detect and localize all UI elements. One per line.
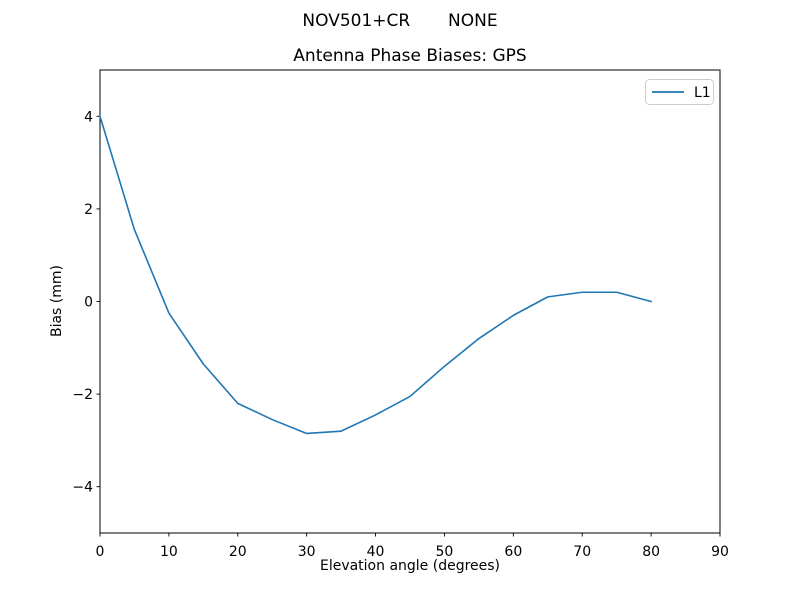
- y-tick-label: −4: [72, 480, 93, 496]
- x-axis-tick-labels: 0 10 20 30 40 50 60 70 80 90: [96, 544, 729, 560]
- axes-frame: [99, 69, 721, 534]
- line-series-l1: [99, 115, 652, 435]
- x-tick-label: 40: [367, 544, 385, 560]
- x-tick-label: 70: [573, 544, 591, 560]
- legend: L1: [645, 79, 714, 105]
- x-tick-label: 60: [504, 544, 522, 560]
- y-tick-label: 0: [84, 295, 93, 311]
- x-tick-label: 90: [711, 544, 729, 560]
- y-tick-label: −2: [72, 387, 93, 403]
- x-tick-label: 50: [436, 544, 454, 560]
- figure-suptitle: NOV501+CR NONE: [302, 11, 498, 31]
- legend-label-l1: L1: [694, 85, 711, 101]
- x-tick-label: 20: [229, 544, 247, 560]
- chart-title: Antenna Phase Biases: GPS: [293, 46, 527, 66]
- y-axis-tick-labels: −4 −2 0 2 4: [72, 109, 93, 495]
- x-tick-label: 30: [298, 544, 316, 560]
- y-tick-label: 2: [84, 202, 93, 218]
- x-axis-ticks: [99, 533, 721, 537]
- x-tick-label: 80: [642, 544, 660, 560]
- y-tick-label: 4: [84, 109, 93, 125]
- x-axis-label: Elevation angle (degrees): [319, 558, 501, 574]
- y-axis-label: Bias (mm): [49, 264, 65, 338]
- x-tick-label: 0: [96, 544, 105, 560]
- x-tick-label: 10: [160, 544, 178, 560]
- y-axis-ticks: [96, 115, 100, 488]
